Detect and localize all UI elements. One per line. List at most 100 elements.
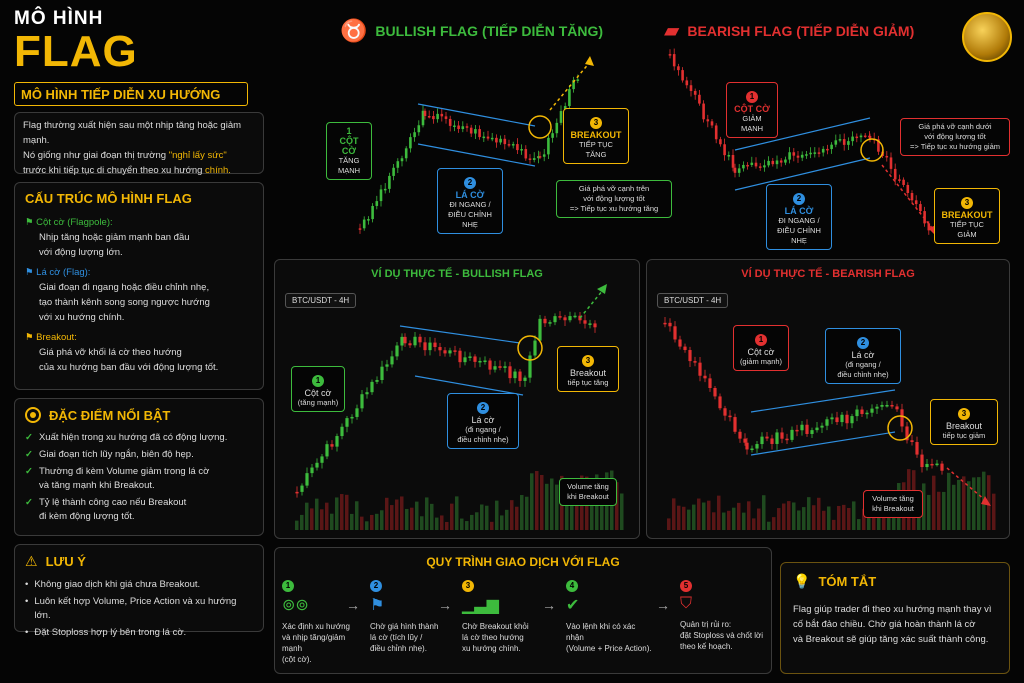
volume-bar [505, 509, 509, 530]
candle-body [830, 144, 833, 150]
volume-bar [460, 518, 464, 530]
ex-bull-chart [295, 284, 624, 530]
candle-body [870, 408, 874, 413]
bear-note-callout: Giá phá vỡ cạnh dưới với động lượng tốt … [900, 118, 1010, 156]
volume-bar [535, 471, 539, 530]
candle-body [919, 204, 922, 212]
bearish-diagram [668, 48, 937, 236]
volume-bar [707, 500, 711, 530]
bear-pole-callout: 1 CỘT CỜ GIẢM MẠNH [726, 82, 778, 138]
volume-bar [932, 475, 936, 530]
volume-bar [717, 495, 721, 530]
candle-body [742, 164, 745, 169]
candle-body [750, 162, 754, 165]
check-icon: ✓ [25, 497, 33, 508]
candle-body [380, 366, 384, 380]
candle-body [877, 139, 880, 152]
candle-body [403, 336, 407, 344]
volume-bar [455, 496, 459, 530]
candle-body [463, 357, 467, 363]
flag-gold-icon: ⚑ [25, 332, 34, 343]
candle-body [668, 54, 672, 56]
volume-bar [847, 507, 851, 530]
candle-body [400, 336, 404, 346]
binoculars-icon: ⊚⊚ [282, 597, 309, 614]
candle-body [578, 315, 582, 321]
candle-body [810, 430, 814, 434]
ex-bear-breakout-callout: 3 Breakout tiếp tục giảm [930, 399, 998, 445]
candle-body [847, 141, 850, 145]
volume-bar [600, 496, 604, 530]
candle-body [688, 350, 692, 362]
volume-bar [615, 482, 619, 530]
volume-bar [450, 503, 454, 530]
volume-bar [360, 516, 364, 530]
volume-bar [782, 503, 786, 530]
candle-body [683, 346, 687, 351]
volume-bar [410, 507, 414, 530]
candle-body [474, 129, 477, 134]
candle-body [330, 444, 334, 447]
volume-bar [475, 512, 479, 530]
candle-body [482, 136, 486, 139]
candle-body [745, 442, 749, 450]
candle-body [490, 137, 494, 140]
candle-body [543, 318, 547, 324]
volume-bar [727, 510, 731, 530]
volume-bar [802, 507, 806, 530]
candle-body [396, 161, 400, 168]
volume-bar [550, 478, 554, 530]
candle-body [385, 364, 389, 367]
candle-body [433, 342, 437, 348]
candle-body [383, 188, 387, 191]
candle-body [733, 417, 737, 432]
volume-bar [972, 477, 976, 530]
candle-body [576, 79, 580, 81]
candle-body [413, 132, 416, 138]
candle-body [310, 467, 314, 474]
bullish-header: ♉ BULLISH FLAG (TIẾP DIỄN TĂNG) [340, 18, 604, 43]
candle-body [851, 136, 854, 142]
volume-bar [445, 521, 449, 530]
process-step-3: 3 ▁▃▆ Chờ Breakout khỏi lá cờ theo hướng… [462, 575, 540, 654]
candle-body [940, 463, 944, 471]
candle-body [765, 436, 769, 439]
candle-body [486, 136, 490, 139]
volume-bar [682, 506, 686, 530]
volume-bar [385, 497, 389, 530]
candle-body [885, 405, 889, 407]
candle-body [528, 355, 532, 378]
ex-bear-volume-callout: Volume tăng khi Breakout [863, 490, 923, 518]
volume-bar [772, 517, 776, 530]
candle-body [457, 125, 460, 130]
check-icon: ✓ [25, 449, 33, 460]
volume-bar [525, 496, 529, 530]
candle-body [453, 125, 456, 128]
volume-bar [340, 494, 344, 530]
candle-body [417, 125, 421, 133]
candle-body [893, 168, 897, 180]
volume-bar [465, 521, 469, 530]
volume-bar [425, 497, 429, 530]
candle-body [392, 167, 395, 176]
candle-body [461, 126, 465, 130]
candle-body [760, 436, 764, 445]
volume-bar [767, 521, 771, 530]
candle-body [400, 158, 404, 162]
candle-body [925, 463, 929, 468]
candle-body [440, 113, 444, 117]
candle-body [673, 326, 677, 340]
note-item: • Đặt Stoploss hợp lý bên trong lá cờ. [25, 627, 187, 638]
candle-body [390, 356, 394, 365]
candle-body [315, 462, 319, 468]
candle-body [365, 392, 369, 395]
volume-bar [927, 494, 931, 530]
check-icon: ✓ [25, 466, 33, 477]
volume-bar [817, 497, 821, 530]
candle-body [503, 138, 507, 145]
candle-body [708, 378, 712, 388]
volume-bar [420, 516, 424, 530]
candle-body [553, 316, 557, 323]
target-icon [25, 407, 41, 423]
candle-body [413, 336, 417, 346]
